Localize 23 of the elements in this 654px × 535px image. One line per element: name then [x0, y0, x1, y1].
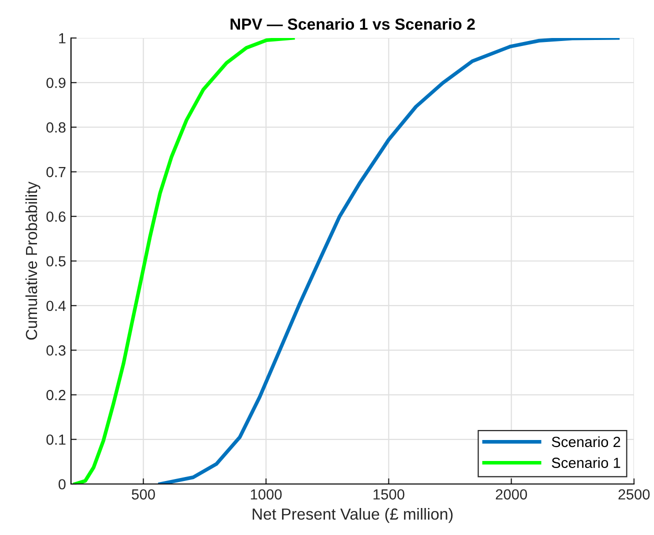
- line-series: [158, 38, 620, 484]
- y-tick-label: 0: [58, 479, 66, 490]
- x-tick-label: 2500: [618, 489, 650, 500]
- x-tick-label: 1000: [250, 489, 282, 500]
- y-tick-label: 0.5: [46, 256, 66, 266]
- y-axis-title: Cumulative Probability: [25, 182, 40, 340]
- y-tick-label: 0.9: [46, 78, 66, 88]
- y-tick-label: 1: [59, 33, 66, 44]
- y-tick-label: 0.2: [46, 390, 66, 400]
- legend-label: Scenario 1: [552, 457, 620, 468]
- y-tick-label: 0.4: [46, 300, 66, 312]
- legend-label: Scenario 2: [552, 436, 620, 448]
- y-tick-label: 0.1: [46, 434, 66, 445]
- line-series: [73, 38, 295, 484]
- y-tick-label: 0.3: [46, 345, 66, 356]
- x-tick-label: 1500: [374, 489, 404, 500]
- y-tick-label: 0.7: [46, 166, 66, 178]
- x-axis-title: Net Present Value (£ million): [252, 508, 453, 523]
- chart-title: NPV — Scenario 1 vs Scenario 2: [230, 18, 475, 30]
- y-tick-label: 0.6: [46, 212, 66, 222]
- x-tick-label: 2000: [496, 489, 527, 500]
- x-tick-label: 500: [132, 489, 155, 500]
- y-tick-label: 0.8: [46, 122, 66, 133]
